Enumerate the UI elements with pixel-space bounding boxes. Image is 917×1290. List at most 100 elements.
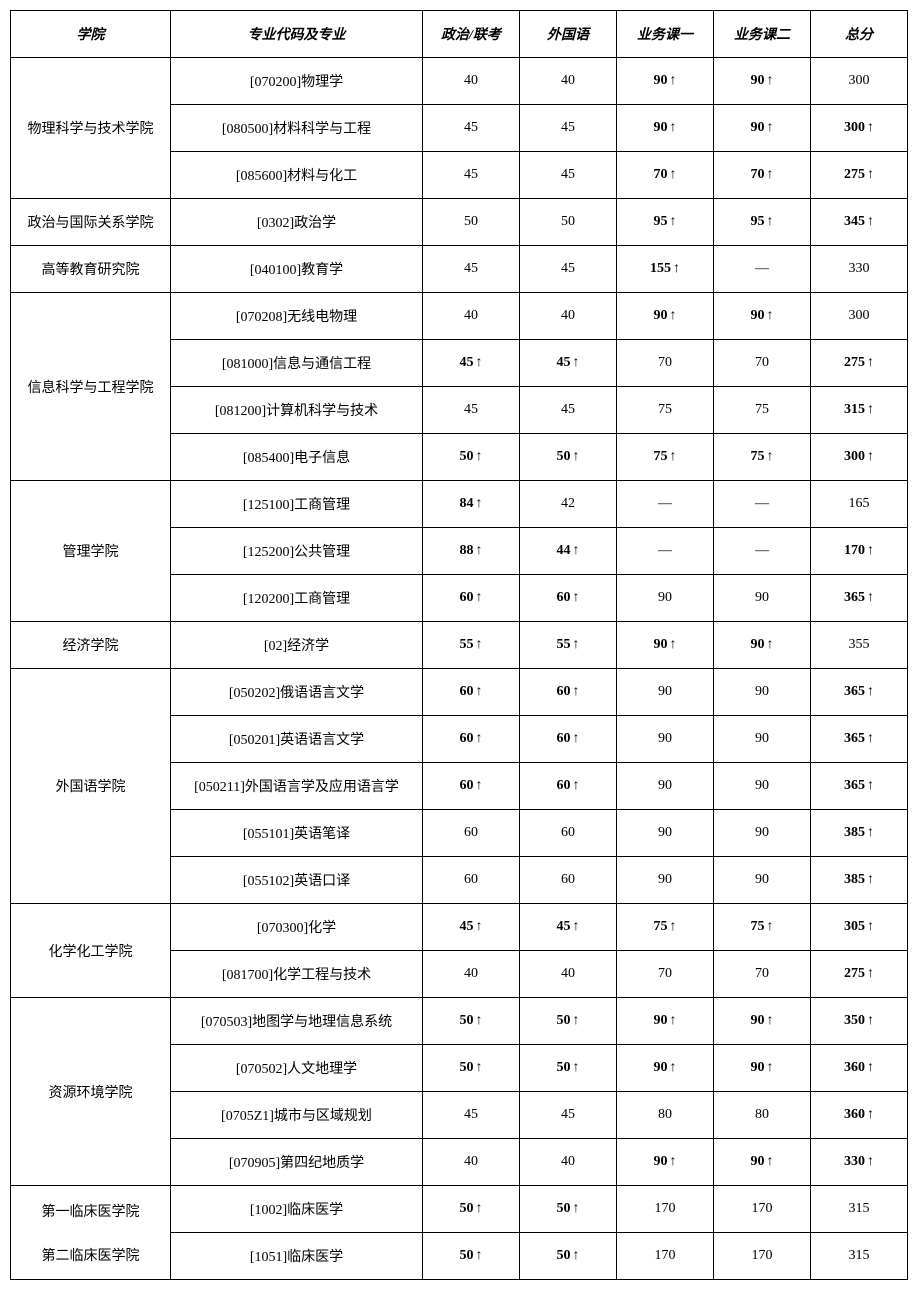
up-arrow-icon: ↑	[767, 449, 774, 464]
politics-cell: 60↑	[423, 669, 520, 716]
politics-cell-value: 45	[460, 355, 474, 370]
th-major: 专业代码及专业	[171, 11, 423, 58]
subject1-cell: 90↑	[617, 1139, 714, 1186]
subject1-cell: 90↑	[617, 58, 714, 105]
politics-cell-value: 50	[460, 1248, 474, 1263]
foreign-cell-value: 45	[557, 355, 571, 370]
up-arrow-icon: ↑	[476, 684, 483, 699]
up-arrow-icon: ↑	[767, 167, 774, 182]
subject1-cell-value: 90	[654, 1154, 668, 1169]
subject2-cell-value: 70	[751, 167, 765, 182]
up-arrow-icon: ↑	[476, 543, 483, 558]
total-cell-value: 315	[849, 1248, 870, 1263]
total-cell: 275↑	[811, 152, 908, 199]
major-cell: [070905]第四纪地质学	[171, 1139, 423, 1186]
subject2-cell: —	[714, 528, 811, 575]
subject2-cell-value: 90	[755, 778, 769, 793]
subject1-cell: 75↑	[617, 904, 714, 951]
major-cell: [1051]临床医学	[171, 1233, 423, 1280]
politics-cell: 55↑	[423, 622, 520, 669]
subject2-cell: 90	[714, 716, 811, 763]
total-cell: 330	[811, 246, 908, 293]
total-cell: 300↑	[811, 434, 908, 481]
major-cell: [081000]信息与通信工程	[171, 340, 423, 387]
subject1-cell: 75↑	[617, 434, 714, 481]
politics-cell: 40	[423, 58, 520, 105]
subject1-cell-value: 90	[658, 825, 672, 840]
foreign-cell: 60	[520, 857, 617, 904]
up-arrow-icon: ↑	[867, 590, 874, 605]
foreign-cell-value: 50	[557, 449, 571, 464]
subject1-cell-value: 90	[654, 1060, 668, 1075]
subject2-cell: 90	[714, 810, 811, 857]
politics-cell-value: 50	[460, 1013, 474, 1028]
politics-cell: 45	[423, 152, 520, 199]
subject2-cell: 80	[714, 1092, 811, 1139]
major-cell: [125200]公共管理	[171, 528, 423, 575]
subject2-cell: 90↑	[714, 998, 811, 1045]
foreign-cell: 44↑	[520, 528, 617, 575]
college-name: 第一临床医学院	[15, 1201, 166, 1221]
subject2-cell-value: 90	[751, 1154, 765, 1169]
table-header-row: 学院 专业代码及专业 政治/联考 外国语 业务课一 业务课二 总分	[11, 11, 908, 58]
subject1-cell-value: —	[658, 543, 672, 558]
subject1-cell: 80	[617, 1092, 714, 1139]
subject1-cell: 90↑	[617, 293, 714, 340]
subject1-cell: 170	[617, 1186, 714, 1233]
foreign-cell: 60↑	[520, 669, 617, 716]
up-arrow-icon: ↑	[767, 1154, 774, 1169]
up-arrow-icon: ↑	[867, 731, 874, 746]
foreign-cell-value: 50	[557, 1248, 571, 1263]
college-cell: 信息科学与工程学院	[11, 293, 171, 481]
up-arrow-icon: ↑	[867, 1013, 874, 1028]
politics-cell: 45	[423, 246, 520, 293]
subject1-cell-value: 90	[658, 731, 672, 746]
politics-cell-value: 60	[460, 590, 474, 605]
foreign-cell: 50↑	[520, 1045, 617, 1092]
total-cell: 365↑	[811, 575, 908, 622]
total-cell: 315	[811, 1186, 908, 1233]
politics-cell: 50↑	[423, 998, 520, 1045]
table-row: 第一临床医学院第二临床医学院[1002]临床医学50↑50↑170170315	[11, 1186, 908, 1233]
major-cell: [080500]材料科学与工程	[171, 105, 423, 152]
major-cell: [070208]无线电物理	[171, 293, 423, 340]
foreign-cell-value: 50	[561, 214, 575, 229]
politics-cell: 45	[423, 387, 520, 434]
politics-cell-value: 88	[460, 543, 474, 558]
foreign-cell-value: 60	[557, 778, 571, 793]
politics-cell: 88↑	[423, 528, 520, 575]
subject1-cell-value: —	[658, 496, 672, 511]
total-cell-value: 315	[844, 402, 865, 417]
up-arrow-icon: ↑	[673, 261, 680, 276]
politics-cell-value: 60	[460, 731, 474, 746]
subject1-cell: 90	[617, 810, 714, 857]
up-arrow-icon: ↑	[670, 308, 677, 323]
up-arrow-icon: ↑	[670, 637, 677, 652]
total-cell: 360↑	[811, 1045, 908, 1092]
subject1-cell: 155↑	[617, 246, 714, 293]
foreign-cell-value: 60	[557, 684, 571, 699]
up-arrow-icon: ↑	[767, 73, 774, 88]
table-row: 信息科学与工程学院[070208]无线电物理404090↑90↑300	[11, 293, 908, 340]
subject2-cell: 75↑	[714, 904, 811, 951]
foreign-cell-value: 45	[561, 261, 575, 276]
table-row: 化学化工学院[070300]化学45↑45↑75↑75↑305↑	[11, 904, 908, 951]
up-arrow-icon: ↑	[767, 308, 774, 323]
foreign-cell: 50↑	[520, 998, 617, 1045]
subject2-cell: 75↑	[714, 434, 811, 481]
up-arrow-icon: ↑	[670, 1060, 677, 1075]
up-arrow-icon: ↑	[867, 919, 874, 934]
subject2-cell: 70	[714, 340, 811, 387]
subject2-cell-value: 90	[751, 1060, 765, 1075]
major-cell: [0705Z1]城市与区域规划	[171, 1092, 423, 1139]
foreign-cell-value: 60	[557, 731, 571, 746]
subject2-cell-value: —	[755, 543, 769, 558]
subject2-cell-value: 90	[751, 637, 765, 652]
up-arrow-icon: ↑	[476, 590, 483, 605]
subject2-cell-value: 75	[751, 449, 765, 464]
foreign-cell: 60↑	[520, 716, 617, 763]
up-arrow-icon: ↑	[573, 449, 580, 464]
total-cell-value: 315	[849, 1201, 870, 1216]
total-cell: 170↑	[811, 528, 908, 575]
major-cell: [050211]外国语言学及应用语言学	[171, 763, 423, 810]
